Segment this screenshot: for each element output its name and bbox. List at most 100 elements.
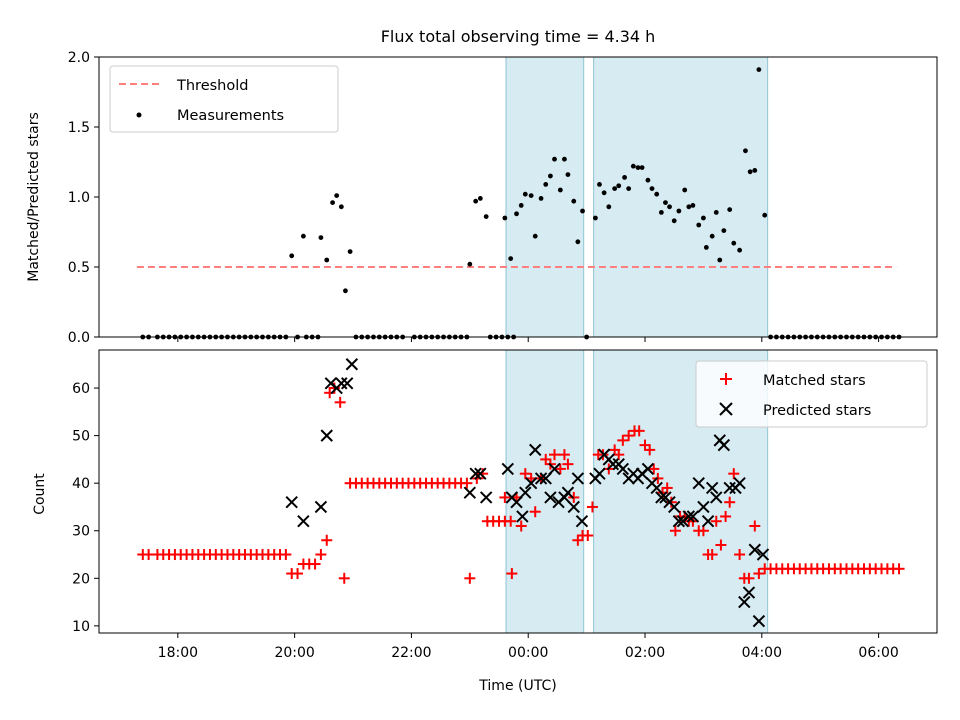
- measurement-point: [592, 215, 598, 221]
- measurement-point: [483, 214, 489, 220]
- predicted-star-point: [655, 491, 668, 504]
- predicted-star-point: [705, 481, 719, 495]
- measurement-point: [330, 200, 335, 206]
- measurement-point: [543, 182, 549, 187]
- matched-star-point: [613, 449, 625, 461]
- measurement-point: [508, 256, 514, 261]
- measurement-point: [338, 204, 344, 210]
- legend-predicted-swatch: [719, 402, 733, 416]
- matched-star-point: [623, 430, 635, 442]
- legend-threshold-label: Threshold: [176, 78, 248, 94]
- top-panel: 0.00.51.01.52.0 Matched/Predicted stars …: [26, 50, 938, 346]
- matched-star-point: [706, 549, 718, 561]
- matched-star-point: [720, 510, 732, 522]
- matched-star-point: [715, 539, 727, 551]
- measurement-point: [671, 218, 677, 224]
- matched-star-point: [743, 572, 755, 584]
- matched-star-point: [661, 482, 673, 494]
- predicted-star-point: [738, 595, 751, 609]
- measurement-point: [538, 196, 544, 201]
- measurement-point: [324, 257, 330, 263]
- matched-star-point: [548, 449, 560, 461]
- matched-star-point: [562, 458, 574, 470]
- measurement-point: [703, 245, 709, 250]
- matched-star-point: [324, 387, 336, 399]
- predicted-star-point: [314, 500, 328, 514]
- measurement-point: [709, 233, 715, 239]
- predicted-star-point: [335, 377, 348, 390]
- matched-star-point: [753, 568, 765, 580]
- matched-star-point: [529, 506, 541, 518]
- predicted-star-point: [297, 515, 310, 528]
- matched-star-point: [506, 568, 518, 580]
- predicted-star-point: [519, 486, 532, 499]
- measurement-point: [626, 186, 632, 192]
- y-tick-label: 10: [72, 619, 90, 635]
- measurement-point: [467, 261, 473, 267]
- bottom-axes-frame: [98, 349, 938, 634]
- matched-star-point: [644, 444, 656, 456]
- measurement-point: [580, 208, 585, 214]
- measurement-point: [575, 239, 581, 245]
- y-tick-label: 1.5: [68, 120, 90, 136]
- x-axis-label: Time (UTC): [478, 678, 556, 694]
- top-legend: Threshold Measurements: [109, 65, 339, 133]
- predicted-star-point: [710, 491, 723, 504]
- measurement-point: [518, 203, 524, 208]
- measurement-point: [514, 211, 519, 217]
- measurement-point: [318, 235, 324, 241]
- y-tick-label: 60: [72, 381, 90, 397]
- predicted-stars-points: [285, 358, 770, 628]
- predicted-star-point: [575, 515, 589, 528]
- predicted-star-point: [561, 486, 575, 499]
- measurement-point: [565, 172, 571, 178]
- shaded-interval: [505, 57, 585, 337]
- top-legend-box: [109, 65, 339, 133]
- predicted-star-point: [548, 462, 561, 476]
- matched-star-point: [338, 572, 350, 584]
- measurement-point: [597, 182, 602, 187]
- measurement-point: [731, 240, 737, 246]
- predicted-star-point: [529, 443, 542, 457]
- matched-star-point: [710, 515, 722, 527]
- measurement-point: [343, 288, 348, 294]
- matched-star-point: [558, 449, 570, 461]
- matched-star-point: [540, 453, 552, 465]
- legend-measurements-label: Measurements: [177, 108, 284, 124]
- matched-star-point: [464, 572, 476, 584]
- predicted-star-point: [748, 543, 762, 556]
- measurement-point: [654, 191, 660, 197]
- measurement-point: [522, 191, 528, 197]
- predicted-star-point: [463, 486, 477, 499]
- predicted-star-point: [524, 476, 538, 490]
- measurement-point: [562, 156, 567, 162]
- top-y-ticks: 0.0 0.5 1.0 1.5 2.0: [68, 50, 99, 346]
- matched-star-point: [572, 534, 584, 546]
- legend-matched-swatch: [720, 373, 732, 385]
- measurement-point: [639, 165, 645, 171]
- measurement-point: [552, 156, 557, 162]
- matched-star-point: [648, 463, 660, 475]
- x-tick-label: 06:00: [858, 645, 898, 661]
- matched-star-point: [499, 491, 511, 503]
- predicted-star-point: [672, 515, 686, 528]
- shaded-interval: [593, 57, 769, 337]
- x-tick-label: 02:00: [625, 645, 665, 661]
- top-x-ticks: [177, 337, 880, 342]
- predicted-star-point: [756, 548, 770, 561]
- y-tick-label: 2.0: [68, 50, 90, 66]
- y-tick-label: 0.0: [68, 330, 90, 346]
- measurement-point: [635, 165, 641, 171]
- y-tick-label: 1.0: [68, 190, 90, 206]
- measurement-point: [571, 198, 577, 204]
- x-tick-label: 18:00: [158, 645, 198, 661]
- bottom-panel: 10 20 30 40 50 60 18:00 20:00 22:00 00:00 02:00 04…: [32, 349, 938, 694]
- measurement-point: [649, 186, 655, 192]
- measurement-point: [477, 196, 483, 201]
- predicted-star-point: [320, 429, 333, 442]
- measurement-point: [747, 169, 753, 175]
- predicted-star-point: [606, 457, 620, 471]
- matched-star-point: [505, 515, 517, 527]
- matched-star-point: [280, 549, 292, 561]
- measurement-point: [743, 148, 748, 154]
